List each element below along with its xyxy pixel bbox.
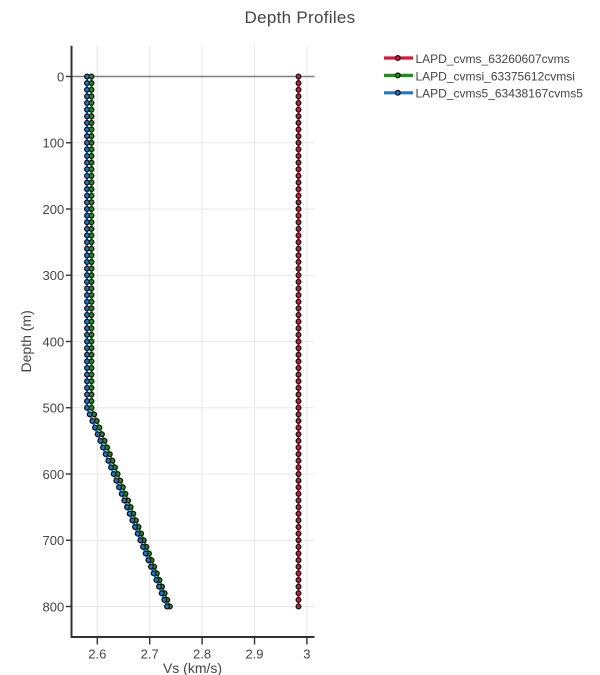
svg-text:LAPD_cvms_63260607cvms: LAPD_cvms_63260607cvms: [416, 52, 570, 66]
svg-text:Depth (m): Depth (m): [18, 310, 34, 372]
svg-text:500: 500: [42, 401, 64, 416]
svg-text:600: 600: [42, 467, 64, 482]
svg-text:LAPD_cvms5_63438167cvms5: LAPD_cvms5_63438167cvms5: [416, 87, 584, 101]
svg-text:2.7: 2.7: [141, 647, 159, 662]
svg-text:Depth Profiles: Depth Profiles: [245, 8, 356, 27]
svg-text:2.8: 2.8: [193, 647, 211, 662]
svg-text:400: 400: [42, 334, 64, 349]
svg-text:LAPD_cvmsi_63375612cvmsi: LAPD_cvmsi_63375612cvmsi: [416, 69, 575, 83]
svg-text:100: 100: [42, 136, 64, 151]
svg-text:2.6: 2.6: [88, 647, 106, 662]
svg-text:700: 700: [42, 533, 64, 548]
svg-text:Vs (km/s): Vs (km/s): [163, 660, 222, 675]
svg-text:0: 0: [57, 69, 64, 84]
svg-text:200: 200: [42, 202, 64, 217]
svg-text:2.9: 2.9: [245, 647, 263, 662]
svg-text:300: 300: [42, 268, 64, 283]
svg-text:800: 800: [42, 599, 64, 614]
svg-text:3: 3: [303, 647, 310, 662]
